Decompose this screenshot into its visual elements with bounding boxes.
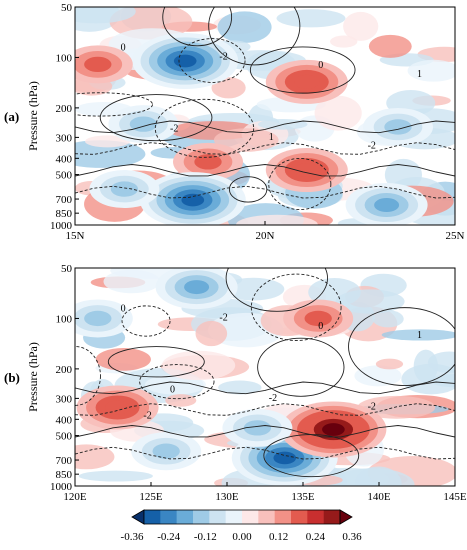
colorbar-segment [160,510,177,524]
plot-frame [74,267,456,487]
y-axis-label: Pressure (hPa) [26,81,40,151]
contour-lines [75,7,455,211]
colorbar-segment [144,510,161,524]
y-tick-label: 500 [56,170,73,182]
x-tick-label: 20N [256,230,275,242]
x-tick-label: 120E [63,491,87,503]
y-tick-label: 500 [56,431,73,443]
panel-label: (b) [4,370,20,385]
contour-label: 0 [318,321,323,332]
y-tick-label: 850 [56,469,73,481]
contour-label: 1 [269,132,274,143]
shaded-field [75,7,455,225]
colorbar-tick-label: 0.12 [269,531,288,543]
colorbar-max-arrow [339,509,353,525]
colorbar: -0.36 -0.24 -0.12 0.00 0.12 0.24 0.36 [121,509,362,543]
x-tick-label: 125E [139,491,163,503]
y-tick-label: 400 [56,153,73,165]
colorbar-segment [193,510,210,524]
x-tick-label: 135E [291,491,315,503]
x-tick-label: 140E [367,491,391,503]
y-tick-label: 300 [56,132,73,144]
panel-a: 0 -2 -2 1 0 -2 1 50 100 200 300 400 500 700 850100015N… [4,2,465,242]
y-axis-label: Pressure (hPa) [26,342,40,412]
colorbar-segment [209,510,226,524]
y-tick-label: 400 [56,414,73,426]
y-tick-label: 700 [56,455,73,467]
y-tick-label: 700 [56,194,73,206]
contour-label: -2 [219,51,227,62]
colorbar-segment [258,510,275,524]
y-tick-label: 100 [56,313,73,325]
contour-label: 1 [417,69,422,80]
contour-label: 0 [170,384,175,395]
y-tick-label: 200 [56,364,73,376]
y-tick-label: 50 [61,2,73,14]
contour-label: -2 [368,141,376,152]
colorbar-segment [291,510,308,524]
contour-label: -2 [219,312,227,323]
panel-b: 00-2-20-21-25010020030040050070085010001… [4,263,467,503]
colorbar-segment [323,510,341,524]
y-tick-label: 50 [61,263,73,275]
y-tick-label: 100 [56,52,73,64]
colorbar-segment [176,510,194,524]
colorbar-segment [274,510,292,524]
shaded-field [75,268,455,486]
y-tick-label: 1000 [50,481,73,493]
contour-label: 0 [121,43,126,54]
colorbar-segment [225,510,243,524]
contour-label: -2 [143,410,151,421]
panel-label: (a) [4,109,19,124]
contour-label: -2 [269,393,277,404]
x-tick-label: 15N [66,230,85,242]
contour-label: 0 [318,60,323,71]
colorbar-tick-label: -0.36 [121,531,144,543]
x-tick-label: 130E [215,491,239,503]
contour-label: 0 [121,304,126,315]
contour-label: -2 [170,123,178,134]
colorbar-tick-label: -0.24 [157,531,180,543]
colorbar-tick-label: -0.12 [194,531,217,543]
y-tick-label: 850 [56,208,73,220]
contour-label: -2 [368,402,376,413]
x-tick-label: 145E [443,491,467,503]
y-tick-label: 200 [56,103,73,115]
colorbar-segment [242,510,259,524]
colorbar-tick-label: 0.36 [342,531,362,543]
colorbar-segment [307,510,324,524]
colorbar-min-arrow [131,509,145,525]
y-tick-label: 300 [56,393,73,405]
colorbar-tick-label: 0.24 [306,531,326,543]
x-tick-label: 25N [446,230,465,242]
contour-label: 1 [417,330,422,341]
colorbar-tick-label: 0.00 [232,531,252,543]
y-tick-label: 1000 [50,220,73,232]
